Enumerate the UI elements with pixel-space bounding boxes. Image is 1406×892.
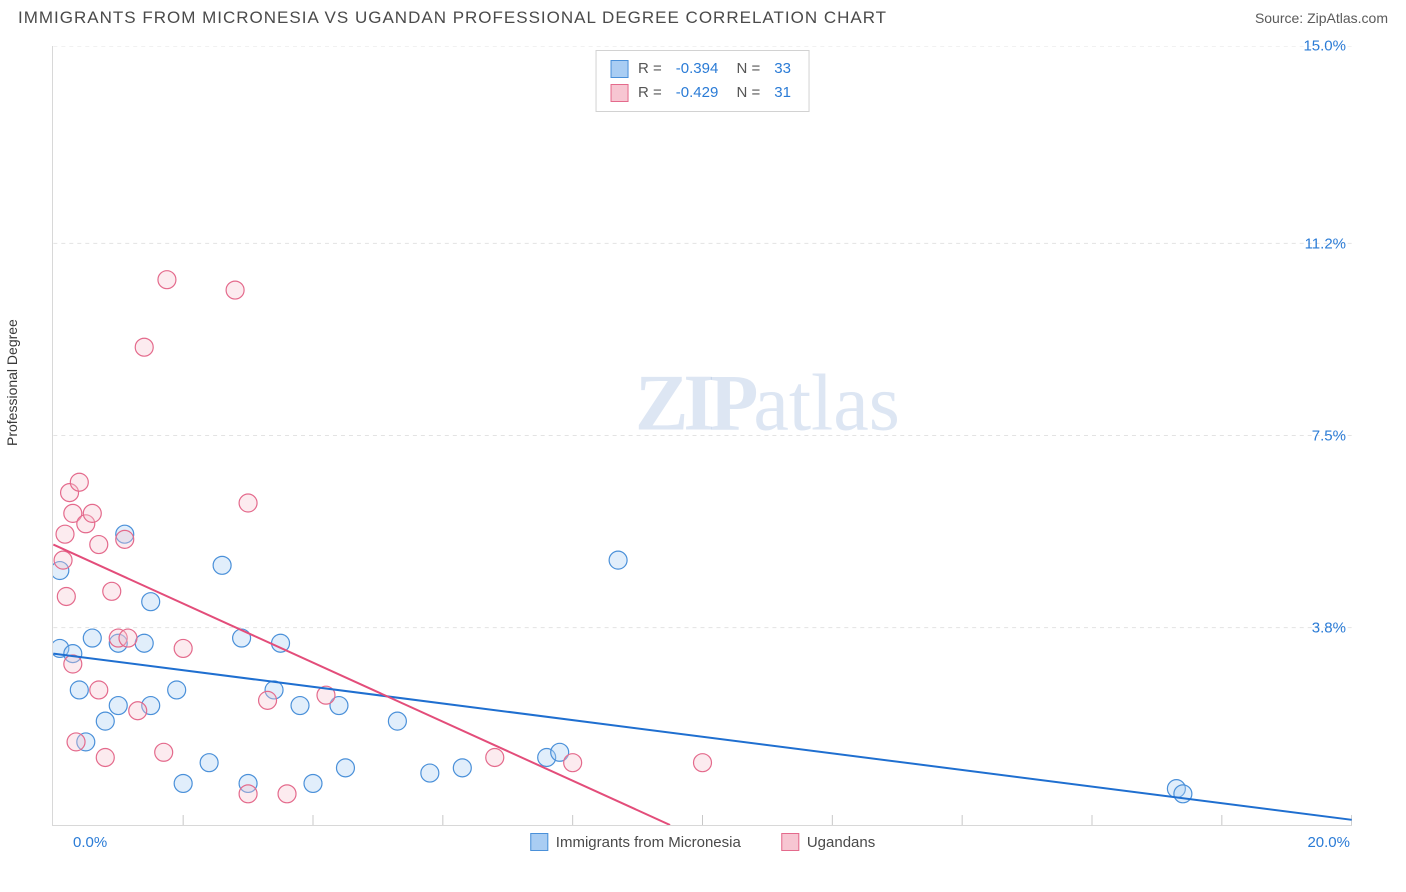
- plot-area: ZIPatlas R = -0.394 N = 33 R = -0.429 N …: [52, 46, 1352, 826]
- correlation-legend: R = -0.394 N = 33 R = -0.429 N = 31: [595, 50, 810, 112]
- legend-item-series-1: Immigrants from Micronesia: [530, 833, 741, 851]
- y-tick-label: 3.8%: [1312, 620, 1346, 637]
- y-tick-label: 15.0%: [1303, 38, 1346, 55]
- r-value-series-1: -0.394: [676, 57, 719, 81]
- swatch-series-1: [610, 60, 628, 78]
- swatch-series-1-icon: [530, 833, 548, 851]
- legend-row-series-1: R = -0.394 N = 33: [610, 57, 795, 81]
- chart-title: IMMIGRANTS FROM MICRONESIA VS UGANDAN PR…: [18, 8, 887, 28]
- scatter-plot-svg: [53, 46, 1352, 825]
- swatch-series-2-icon: [781, 833, 799, 851]
- chart-container: Professional Degree ZIPatlas R = -0.394 …: [18, 46, 1388, 846]
- source-link[interactable]: ZipAtlas.com: [1307, 10, 1388, 26]
- legend-item-series-2: Ugandans: [781, 833, 875, 851]
- source-attribution: Source: ZipAtlas.com: [1255, 10, 1388, 26]
- y-tick-label: 11.2%: [1305, 235, 1346, 252]
- y-tick-label: 7.5%: [1312, 428, 1346, 445]
- x-axis-max-label: 20.0%: [1307, 834, 1350, 851]
- n-value-series-2: 31: [774, 81, 791, 105]
- swatch-series-2: [610, 84, 628, 102]
- r-value-series-2: -0.429: [676, 81, 719, 105]
- y-axis-title: Professional Degree: [4, 319, 20, 446]
- x-axis-min-label: 0.0%: [73, 834, 107, 851]
- series-legend: Immigrants from Micronesia Ugandans: [530, 833, 875, 851]
- n-value-series-1: 33: [774, 57, 791, 81]
- legend-row-series-2: R = -0.429 N = 31: [610, 81, 795, 105]
